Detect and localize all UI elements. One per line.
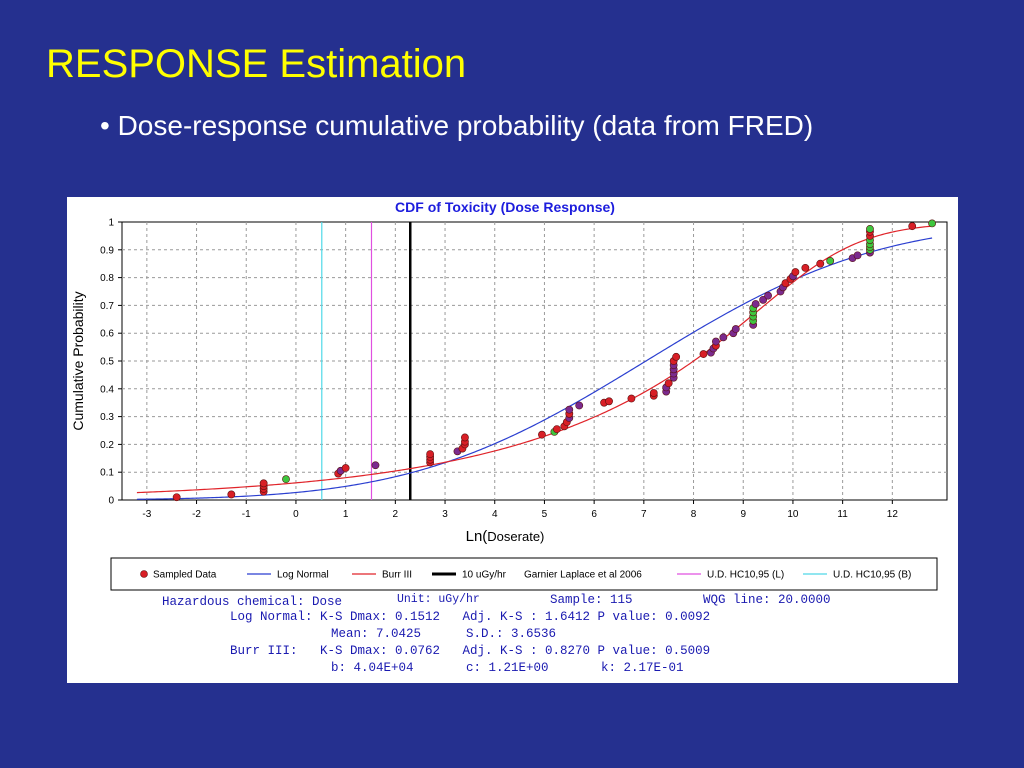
x-tick-label: 8 xyxy=(691,509,697,520)
data-point xyxy=(908,222,917,231)
x-tick-label: 5 xyxy=(542,509,548,520)
x-tick-label: 2 xyxy=(393,509,399,520)
slide-bullet: • Dose-response cumulative probability (… xyxy=(100,110,814,141)
data-point xyxy=(259,479,268,488)
data-point xyxy=(853,251,862,260)
data-point xyxy=(461,433,469,442)
y-tick-label: 0.3 xyxy=(100,412,114,423)
x-tick-label: 11 xyxy=(837,509,848,520)
y-tick-labels: 0 0.1 0.2 0.3 0.4 0.5 0.6 0.7 0.8 0.9 1 xyxy=(100,218,114,507)
data-point xyxy=(712,337,720,346)
stats-unit: Unit: uGy/hr xyxy=(397,593,480,606)
x-tick-label: 6 xyxy=(591,509,597,520)
stats-burr-params: b: 4.04E+04 c: 1.21E+00 k: 2.17E-01 xyxy=(331,661,684,675)
legend-label: Garnier Laplace et al 2006 xyxy=(524,570,642,581)
data-point xyxy=(764,291,772,300)
data-point xyxy=(928,219,936,228)
x-tick-label: 3 xyxy=(442,509,448,520)
x-tick-label: -1 xyxy=(242,509,251,520)
legend-label: 10 uGy/hr xyxy=(462,570,507,581)
sampled-points xyxy=(172,219,936,502)
data-point xyxy=(565,405,574,414)
stats-lognormal-params: Mean: 7.0425 S.D.: 3.6536 xyxy=(331,627,557,641)
legend-sampled-marker xyxy=(140,570,148,578)
data-point xyxy=(699,350,708,358)
legend-label: Sampled Data xyxy=(153,570,217,581)
data-point xyxy=(575,401,584,410)
x-axis-label-prefix: Ln( xyxy=(466,528,488,545)
data-point xyxy=(282,475,290,484)
data-point xyxy=(801,263,810,272)
y-axis-label: Cumulative Probability xyxy=(70,291,86,430)
data-point xyxy=(627,394,636,403)
y-tick-label: 0.2 xyxy=(100,440,114,451)
chart-panel: CDF of Toxicity (Dose Response) 0 0.1 0.2 0… xyxy=(67,197,958,683)
data-point xyxy=(816,259,825,268)
statistics-block: Hazardous chemical: Dose Unit: uGy/hr Sa… xyxy=(67,593,958,683)
legend-label: U.D. HC10,95 (L) xyxy=(707,570,784,581)
x-tick-label: 0 xyxy=(293,509,299,520)
data-point xyxy=(371,461,380,470)
legend: Sampled Data Log Normal Burr III 10 uGy/hr G… xyxy=(140,570,911,581)
burr-iii-curve xyxy=(136,225,933,494)
data-point xyxy=(751,300,760,308)
y-tick-label: 1 xyxy=(108,218,114,229)
x-tick-label: 10 xyxy=(787,509,799,520)
data-point xyxy=(172,493,181,502)
threshold-lines xyxy=(321,222,412,500)
x-axis-label: Ln(Doserate) xyxy=(466,528,545,545)
cdf-chart: CDF of Toxicity (Dose Response) 00.10.20… xyxy=(70,199,948,591)
stats-burr: Burr III: K-S Dmax: 0.0762 Adj. K-S : 0.… xyxy=(230,644,711,658)
y-tick-label: 0.6 xyxy=(100,329,114,340)
x-tick-label: -3 xyxy=(142,509,151,520)
x-tick-label: 12 xyxy=(887,509,899,520)
data-point xyxy=(227,490,236,499)
x-tick-label: -2 xyxy=(192,509,201,520)
stats-sample: Sample: 115 xyxy=(550,593,633,607)
x-tick-labels: -3 -2 -1 0 1 2 3 4 5 6 7 8 9 10 11 12 xyxy=(142,509,898,520)
data-point xyxy=(341,464,350,472)
slide-title: RESPONSE Estimation xyxy=(46,42,467,86)
legend-label: Log Normal xyxy=(277,570,329,581)
data-point xyxy=(649,389,658,397)
y-tick-label: 0.7 xyxy=(100,301,114,312)
data-point xyxy=(719,333,728,342)
stats-lognormal: Log Normal: K-S Dmax: 0.1512 Adj. K-S : … xyxy=(230,610,711,624)
data-point xyxy=(759,295,768,304)
x-tick-label: 1 xyxy=(343,509,349,520)
data-point xyxy=(552,425,561,434)
data-point xyxy=(866,225,874,233)
data-point xyxy=(731,325,740,333)
stats-wqg: WQG line: 20.0000 xyxy=(703,593,831,607)
data-point xyxy=(826,257,835,265)
legend-label: Burr III xyxy=(382,570,412,581)
y-tick-label: 0.5 xyxy=(100,357,114,368)
data-point xyxy=(781,279,790,288)
data-point xyxy=(672,352,681,361)
data-point xyxy=(791,268,800,276)
data-point xyxy=(664,379,673,388)
y-tick-label: 0.8 xyxy=(100,273,114,284)
x-tick-label: 4 xyxy=(492,509,498,520)
data-point xyxy=(605,397,613,406)
y-tick-label: 0 xyxy=(108,496,114,507)
x-tick-label: 9 xyxy=(740,509,746,520)
y-tick-label: 0.4 xyxy=(100,384,114,395)
x-tick-label: 7 xyxy=(641,509,647,520)
data-point xyxy=(538,430,546,439)
data-point xyxy=(426,450,435,459)
x-axis-label-body: Doserate) xyxy=(487,529,544,544)
fitted-curves xyxy=(136,225,933,500)
y-tick-label: 0.1 xyxy=(100,468,114,479)
stats-chemical: Hazardous chemical: Dose xyxy=(162,595,343,609)
legend-label: U.D. HC10,95 (B) xyxy=(833,570,911,581)
chart-title: CDF of Toxicity (Dose Response) xyxy=(395,199,615,215)
y-tick-label: 0.9 xyxy=(100,245,114,256)
plot-area xyxy=(121,221,948,501)
